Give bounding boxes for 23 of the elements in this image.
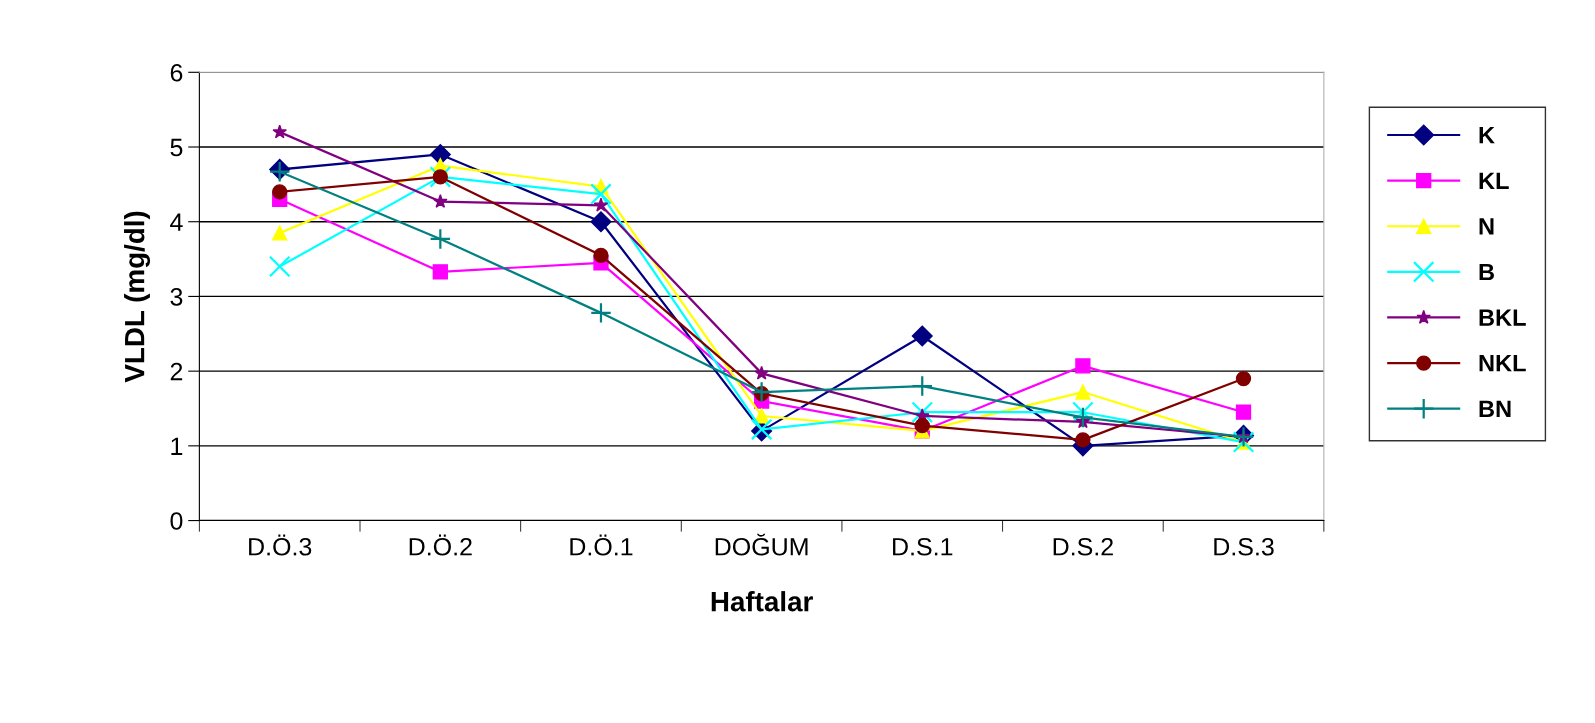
legend-label: BN: [1479, 400, 1511, 417]
x-tick-label: DOĞUM: [715, 533, 808, 556]
y-axis-title: VLDL (mg/dl): [124, 211, 151, 383]
y-tick-label: 3: [170, 288, 183, 306]
y-tick-label: 2: [170, 362, 183, 381]
x-tick-label: D.S.3: [1214, 537, 1274, 556]
legend-label: KL: [1479, 172, 1509, 189]
legend-label: K: [1479, 127, 1495, 144]
y-tick-label: 1: [171, 437, 183, 455]
legend-label: N: [1479, 218, 1494, 235]
legend-label: NKL: [1479, 355, 1526, 372]
y-tick-label: 6: [170, 63, 183, 82]
x-tick-label: D.Ö.3: [249, 534, 312, 556]
legend-label: BKL: [1479, 309, 1526, 326]
y-tick-label: 4: [170, 213, 183, 231]
x-tick-label: D.Ö.1: [570, 534, 633, 556]
x-tick-label: D.S.2: [1053, 537, 1113, 556]
x-tick-label: D.Ö.2: [409, 534, 472, 556]
y-tick-label: 0: [170, 512, 183, 530]
legend-label: B: [1479, 263, 1494, 281]
x-axis-title: Haftalar: [711, 591, 813, 612]
y-tick-label: 5: [170, 138, 183, 157]
x-tick-label: D.S.1: [893, 537, 953, 556]
